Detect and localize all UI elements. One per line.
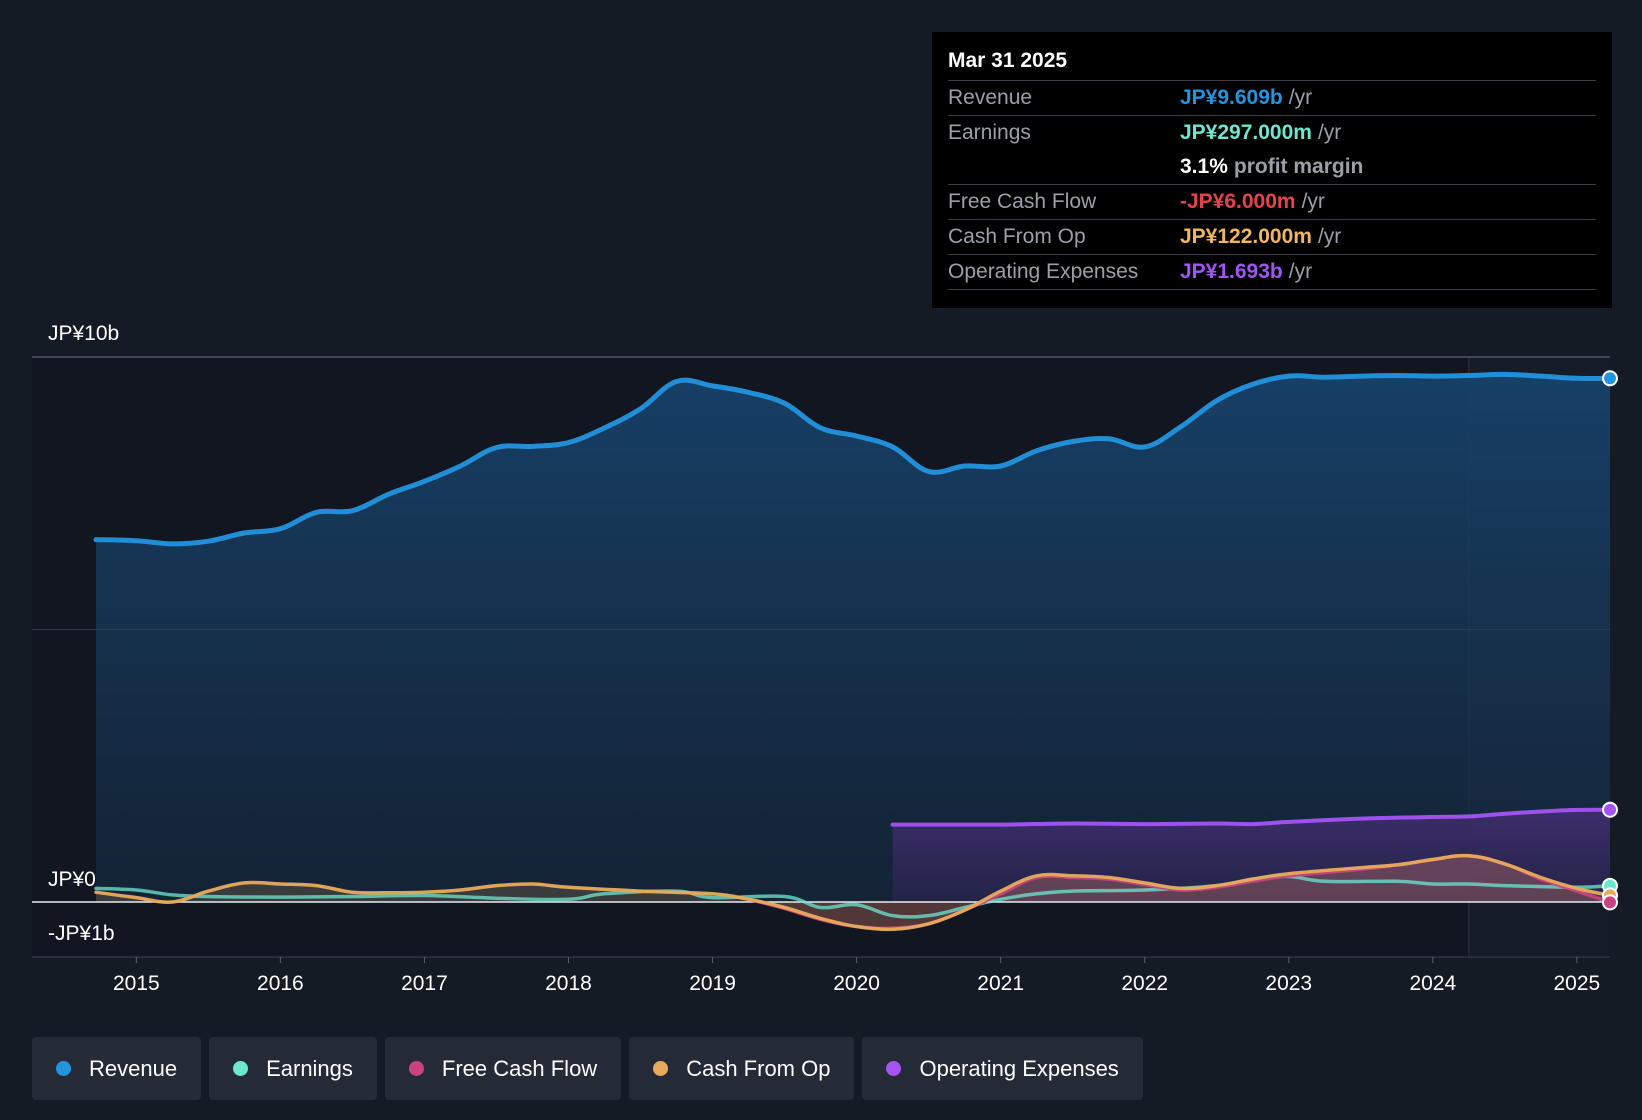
tooltip-unit: /yr (1317, 121, 1342, 144)
end-point-free-cash-flow (1602, 894, 1618, 911)
tooltip-row-earnings: Earnings JP¥297.000m /yr (948, 116, 1596, 150)
legend-label: Free Cash Flow (441, 1055, 598, 1081)
tooltip-row-cfo: Cash From Op JP¥122.000m /yr (948, 220, 1596, 255)
legend-dot-icon (653, 1061, 669, 1076)
x-tick-label: 2023 (1265, 972, 1312, 995)
tooltip-label (948, 150, 1180, 184)
x-tick-label: 2022 (1121, 972, 1168, 995)
end-point-operating-expenses (1602, 801, 1618, 818)
legend-label: Revenue (89, 1055, 178, 1081)
legend-dot-icon (56, 1061, 71, 1076)
x-tick-label: 2021 (977, 972, 1024, 995)
area-revenue (96, 374, 1610, 902)
y-label-top: JP¥10b (48, 322, 119, 345)
y-label-bottom: -JP¥1b (48, 922, 115, 945)
tooltip-date: Mar 31 2025 (948, 46, 1596, 81)
tooltip-value: -JP¥6.000m (1180, 190, 1296, 213)
x-tick-label: 2020 (833, 972, 880, 995)
legend-item-free-cash-flow[interactable]: Free Cash Flow (384, 1037, 622, 1100)
line-cash-from-op (94, 853, 1612, 932)
end-point-revenue (1602, 370, 1618, 387)
tooltip-value: JP¥9.609b (1180, 86, 1283, 109)
tooltip: Mar 31 2025 Revenue JP¥9.609b /yr Earnin… (932, 32, 1612, 308)
x-tick-label: 2017 (401, 972, 448, 995)
tooltip-row-margin: 3.1% profit margin (948, 150, 1596, 185)
x-tick-label: 2016 (257, 972, 304, 995)
x-tick-label: 2019 (689, 972, 736, 995)
tooltip-unit: /yr (1288, 260, 1313, 283)
area-cash-from-op (96, 855, 1610, 930)
legend-dot-icon (886, 1061, 902, 1076)
legend-item-cash-from-op[interactable]: Cash From Op (629, 1037, 855, 1100)
x-tick-label: 2015 (113, 972, 160, 995)
tooltip-row-fcf: Free Cash Flow -JP¥6.000m /yr (948, 185, 1596, 220)
tooltip-row-revenue: Revenue JP¥9.609b /yr (948, 81, 1596, 116)
legend-item-operating-expenses[interactable]: Operating Expenses (862, 1037, 1143, 1100)
tooltip-value: JP¥122.000m (1180, 225, 1312, 248)
tooltip-value: 3.1% (1180, 155, 1228, 178)
legend-item-earnings[interactable]: Earnings (209, 1037, 377, 1100)
x-tick-label: 2025 (1554, 972, 1601, 995)
y-label-zero: JP¥0 (48, 868, 96, 891)
legend: Revenue Earnings Free Cash Flow Cash Fro… (32, 1037, 1143, 1100)
tooltip-unit: profit margin (1233, 155, 1364, 178)
x-tick-label: 2024 (1409, 972, 1456, 995)
line-revenue (93, 371, 1613, 547)
legend-dot-icon (233, 1061, 249, 1076)
tooltip-row-opex: Operating Expenses JP¥1.693b /yr (948, 255, 1596, 290)
line-operating-expenses (890, 807, 1612, 827)
tooltip-unit: /yr (1317, 225, 1342, 248)
legend-label: Cash From Op (686, 1055, 831, 1081)
x-tick-label: 2018 (545, 972, 592, 995)
tooltip-value: JP¥1.693b (1180, 260, 1283, 283)
tooltip-label: Earnings (948, 121, 1031, 144)
tooltip-value: JP¥297.000m (1180, 121, 1312, 144)
tooltip-unit: /yr (1301, 190, 1325, 213)
legend-label: Earnings (266, 1055, 353, 1081)
tooltip-label: Revenue (948, 86, 1033, 109)
tooltip-unit: /yr (1288, 86, 1313, 109)
tooltip-label: Operating Expenses (948, 260, 1139, 283)
legend-dot-icon (408, 1061, 424, 1076)
legend-item-revenue[interactable]: Revenue (32, 1037, 202, 1100)
tooltip-label: Cash From Op (948, 225, 1086, 248)
line-earnings (94, 874, 1612, 919)
legend-label: Operating Expenses (919, 1055, 1119, 1081)
tooltip-label: Free Cash Flow (948, 190, 1097, 213)
